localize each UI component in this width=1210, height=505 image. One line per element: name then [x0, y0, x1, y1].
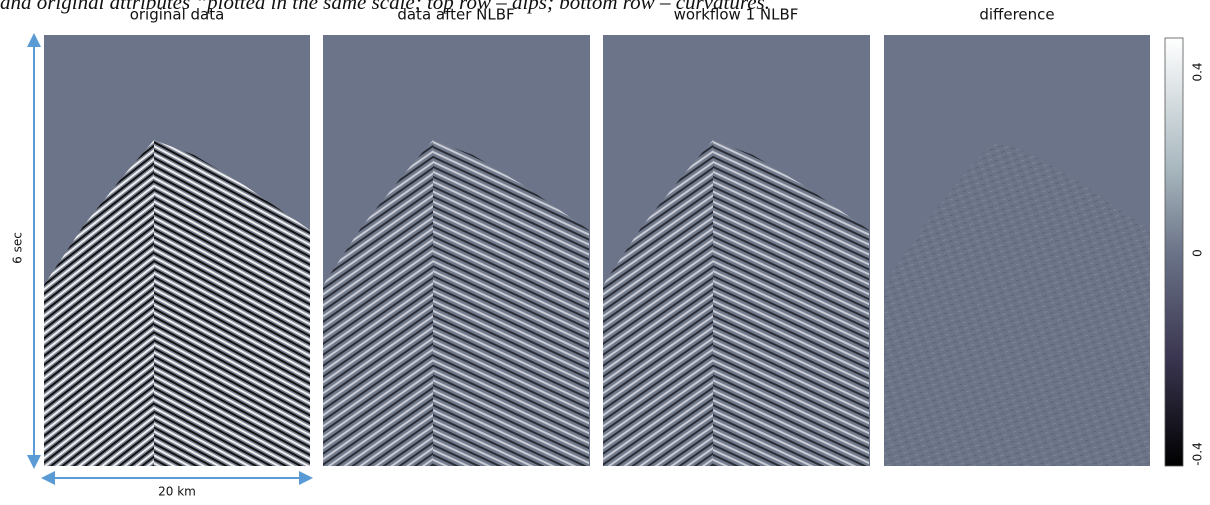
figure: and original attributes “plotted in the … — [0, 0, 1210, 501]
colorbar-tick: 0 — [1191, 249, 1205, 257]
panel-image — [603, 35, 870, 466]
panel-image — [323, 35, 590, 466]
vertical-label: 6 sec — [11, 232, 25, 264]
colorbar-tick: 0.4 — [1191, 62, 1205, 81]
panel-title: original data — [130, 6, 225, 24]
colorbar — [1165, 38, 1183, 466]
caption: and original attributes “plotted in the … — [0, 0, 770, 14]
panel-image — [44, 35, 310, 466]
horizontal-label: 20 km — [158, 485, 196, 499]
panel-title: data after NLBF — [397, 6, 514, 24]
panel-image — [884, 35, 1150, 466]
colorbar-tick: -0.4 — [1191, 442, 1205, 465]
panel-title: workflow 1 NLBF — [674, 6, 799, 24]
panel-title: difference — [979, 6, 1054, 24]
